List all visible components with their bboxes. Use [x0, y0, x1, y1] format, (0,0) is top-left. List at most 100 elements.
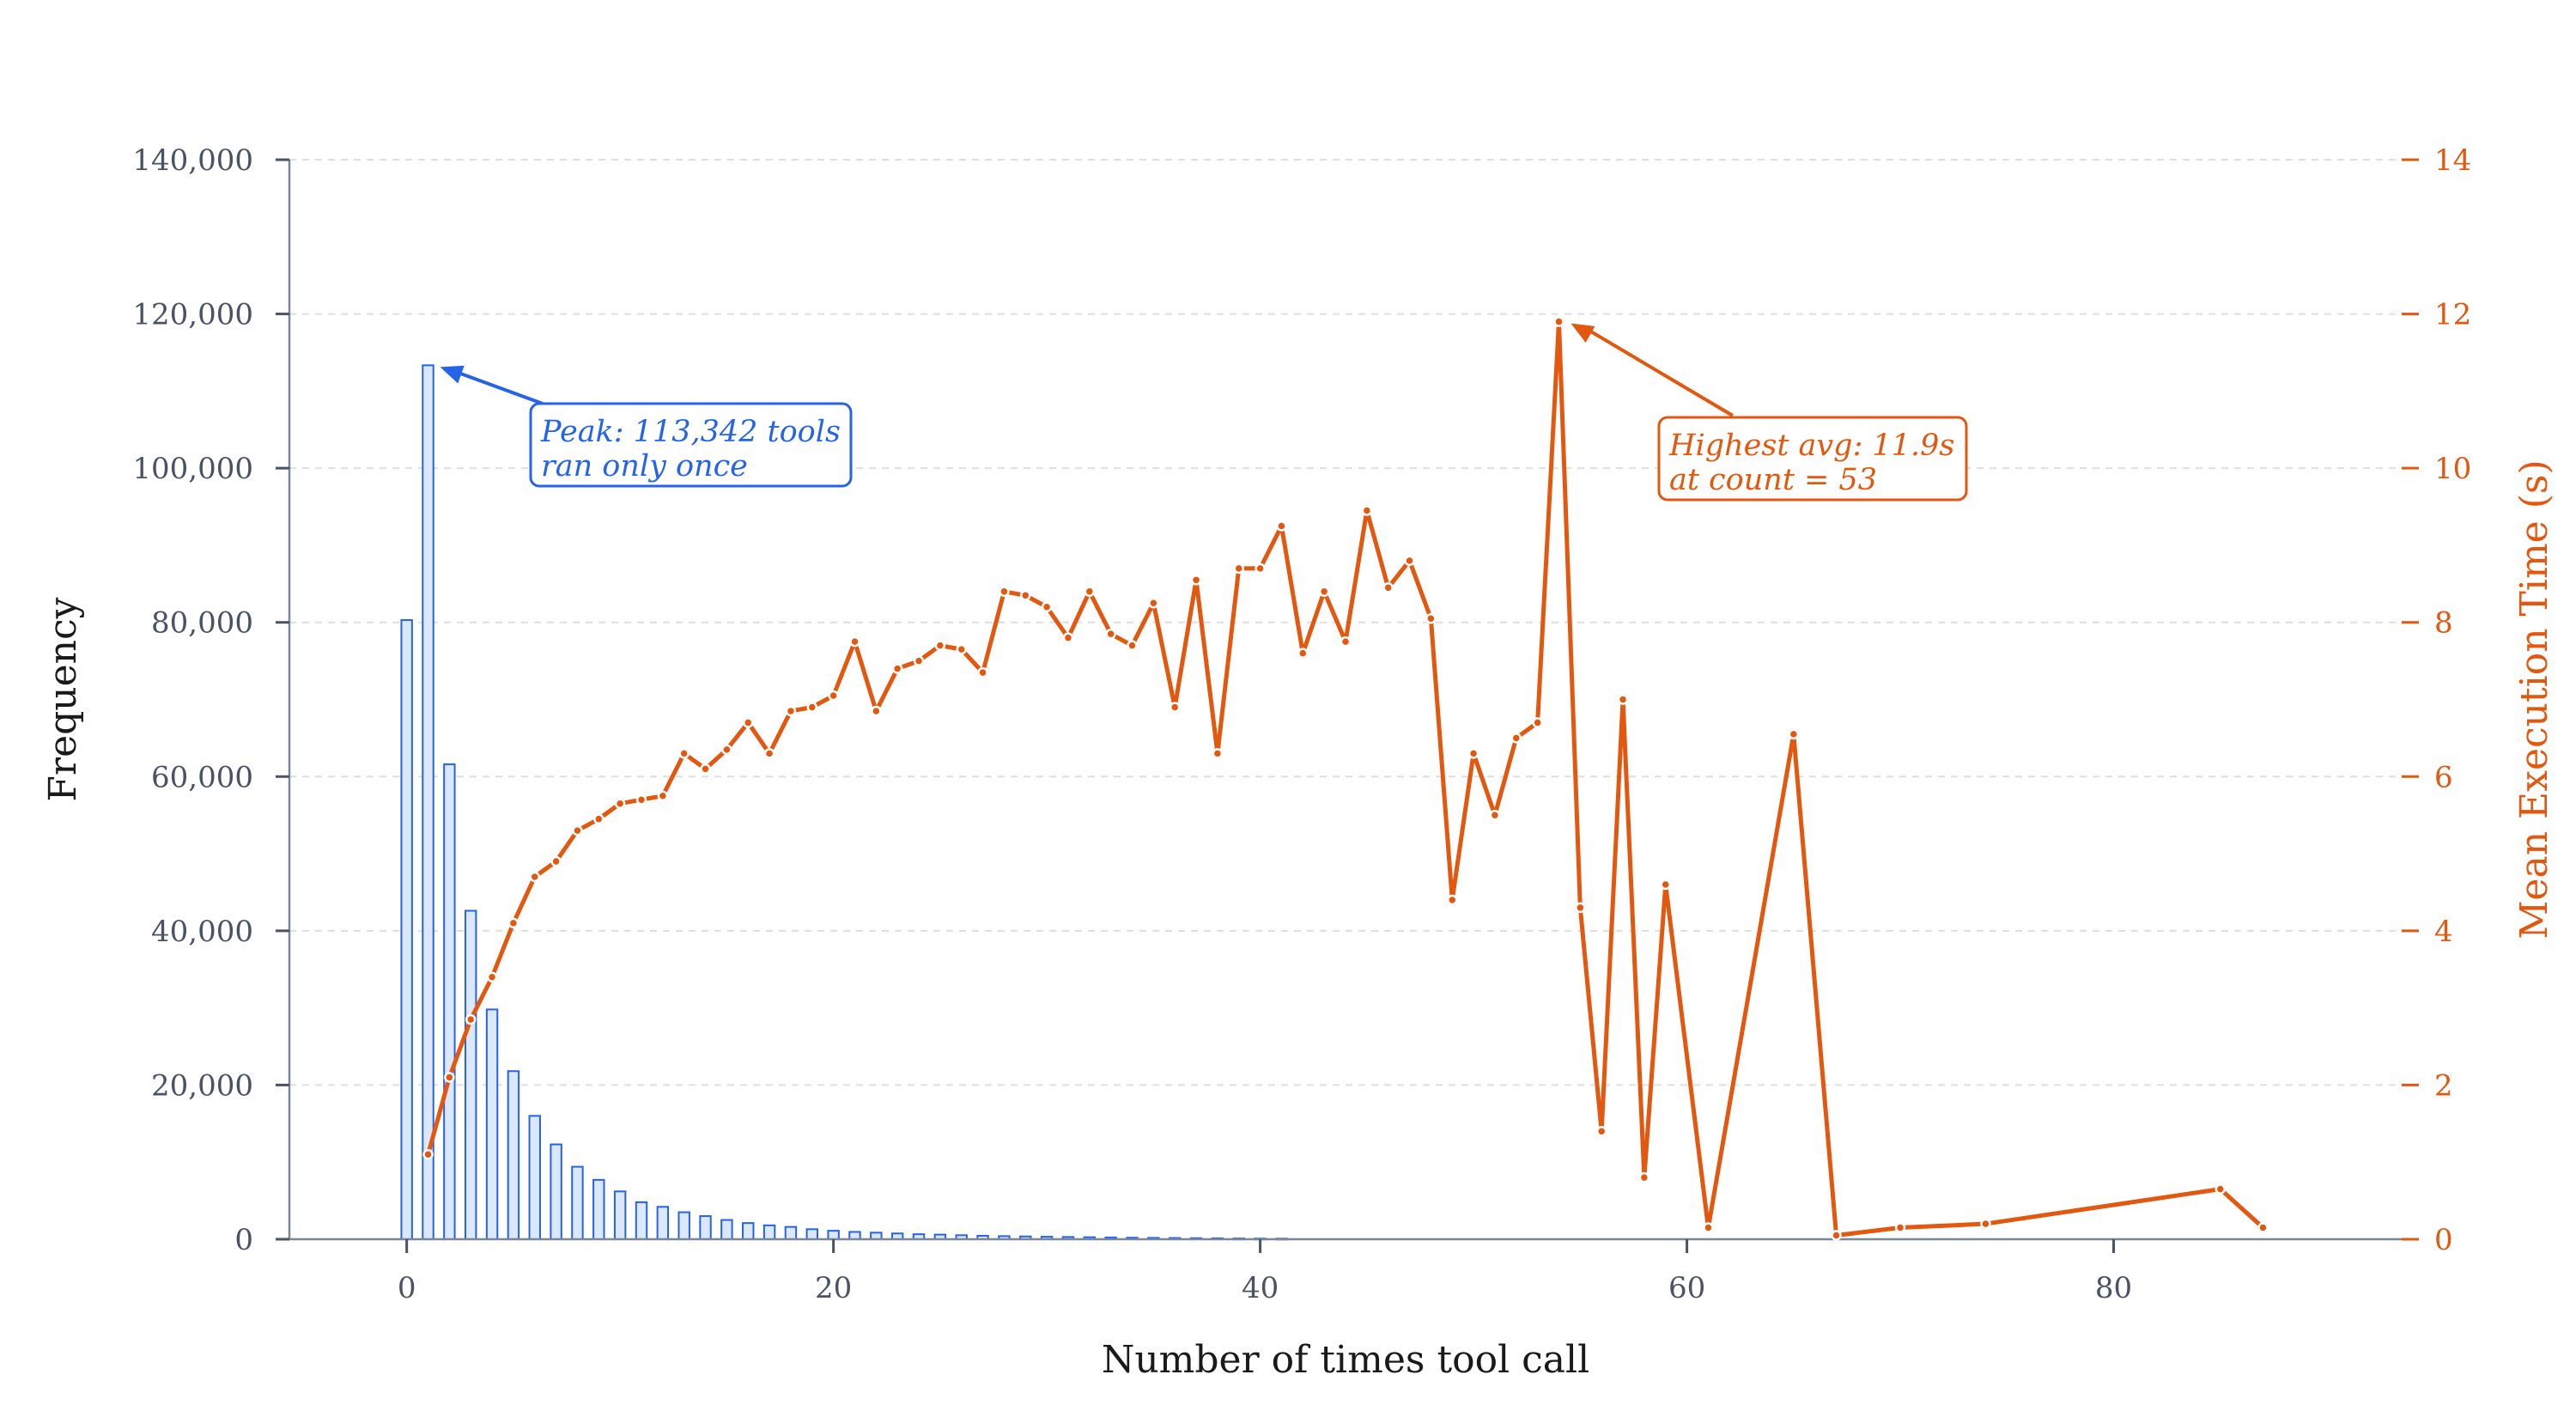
- bar: [656, 1206, 670, 1241]
- annotation-text: ran only once: [541, 449, 748, 483]
- axes: 0 20,000 40,000 60,000 80,000 100,000 120,000 1…: [132, 143, 2471, 1305]
- bar: [742, 1222, 755, 1241]
- line-point: [1190, 575, 1202, 586]
- line-point: [1297, 648, 1309, 659]
- line-point: [1084, 586, 1096, 598]
- line-point: [1788, 728, 1800, 740]
- line-point: [721, 744, 732, 756]
- x-tick-label: 40: [1242, 1271, 1279, 1305]
- line-point: [1020, 590, 1031, 601]
- line-point: [1553, 316, 1564, 327]
- line-point: [1062, 632, 1074, 643]
- line-point: [1212, 748, 1224, 759]
- line-point: [1617, 694, 1629, 705]
- y-left-tick-label: 40,000: [151, 915, 253, 949]
- bar: [720, 1219, 733, 1241]
- bar: [571, 1165, 584, 1241]
- line-point: [956, 643, 967, 655]
- line-point: [1148, 598, 1159, 609]
- line-point: [678, 748, 690, 759]
- line-point: [913, 655, 925, 666]
- line-point: [1575, 902, 1586, 914]
- line-point: [934, 640, 946, 651]
- annotation-box: [1657, 416, 1968, 502]
- line-point: [871, 705, 882, 717]
- line-point: [1361, 505, 1373, 516]
- annotation-arrow: [1582, 325, 1735, 417]
- line-point: [849, 636, 860, 648]
- annotation-arrowhead: [440, 365, 465, 384]
- line-point: [1510, 733, 1522, 744]
- line-point: [1467, 748, 1479, 759]
- line-point: [1489, 809, 1501, 821]
- bar: [784, 1225, 798, 1240]
- bar: [443, 763, 456, 1240]
- line-point: [486, 971, 498, 982]
- line-point: [1660, 879, 1671, 891]
- bar: [848, 1231, 861, 1240]
- line-point: [422, 1148, 434, 1160]
- bar: [465, 909, 477, 1240]
- line-point: [2215, 1183, 2227, 1195]
- y-left-tick-label: 140,000: [132, 143, 253, 178]
- line-point: [507, 917, 519, 929]
- line-point: [977, 666, 988, 678]
- bar: [507, 1070, 520, 1240]
- annotation-text: at count = 53: [1669, 463, 1877, 497]
- y-axis-left-title: Frequency: [41, 597, 85, 801]
- x-tick-label: 20: [815, 1271, 852, 1305]
- line-point: [1105, 628, 1116, 640]
- histogram-bars: [400, 364, 1288, 1241]
- x-tick-label: 80: [2095, 1271, 2132, 1305]
- y-left-tick-label: 120,000: [132, 298, 253, 332]
- line-point: [700, 763, 711, 775]
- y-left-tick-label: 20,000: [151, 1068, 253, 1103]
- bar: [635, 1201, 648, 1240]
- line-point: [828, 690, 839, 702]
- x-tick-label: 0: [398, 1271, 416, 1305]
- bar: [485, 1008, 499, 1241]
- line-point: [1276, 520, 1287, 532]
- line-point: [657, 790, 669, 801]
- bar: [613, 1190, 627, 1241]
- line-point: [1404, 555, 1415, 567]
- annotation-text: Peak: 113,342 tools: [540, 415, 841, 449]
- y-right-tick-label: 10: [2434, 452, 2471, 486]
- y-right-tick-label: 0: [2434, 1223, 2453, 1257]
- annotation-arrow: [451, 368, 544, 405]
- line-point: [806, 702, 818, 713]
- line-point: [1831, 1230, 1842, 1241]
- y-right-tick-label: 6: [2434, 760, 2453, 794]
- line-point: [1595, 1126, 1607, 1137]
- annotation-box: [529, 402, 853, 488]
- line-point: [1894, 1222, 1906, 1233]
- bar: [827, 1230, 840, 1240]
- line-point: [465, 1013, 477, 1025]
- y-left-tick-label: 60,000: [151, 760, 253, 794]
- annotation-arrowhead: [1571, 323, 1595, 343]
- line-point: [593, 813, 605, 824]
- y-left-tick-label: 100,000: [132, 452, 253, 486]
- bar: [528, 1115, 541, 1241]
- line-point: [444, 1072, 455, 1083]
- line-point: [1703, 1222, 1714, 1233]
- line-point: [1318, 586, 1330, 598]
- y-right-tick-label: 2: [2434, 1068, 2453, 1103]
- line-point: [891, 663, 903, 674]
- line-point: [1532, 717, 1543, 728]
- line-point: [1638, 1171, 1650, 1183]
- x-tick-label: 60: [1668, 1271, 1705, 1305]
- bar: [762, 1224, 776, 1241]
- bar: [805, 1228, 818, 1241]
- line-point: [635, 794, 647, 806]
- line-point: [763, 748, 775, 759]
- grid-lines: [289, 159, 2402, 1086]
- y-axis-right-title: Mean Execution Time (s): [2512, 459, 2556, 939]
- mean-time-line: [422, 316, 2269, 1241]
- line-point: [742, 717, 754, 728]
- y-left-tick-label: 80,000: [151, 606, 253, 641]
- y-right-tick-label: 4: [2434, 915, 2453, 949]
- line-point: [529, 871, 541, 883]
